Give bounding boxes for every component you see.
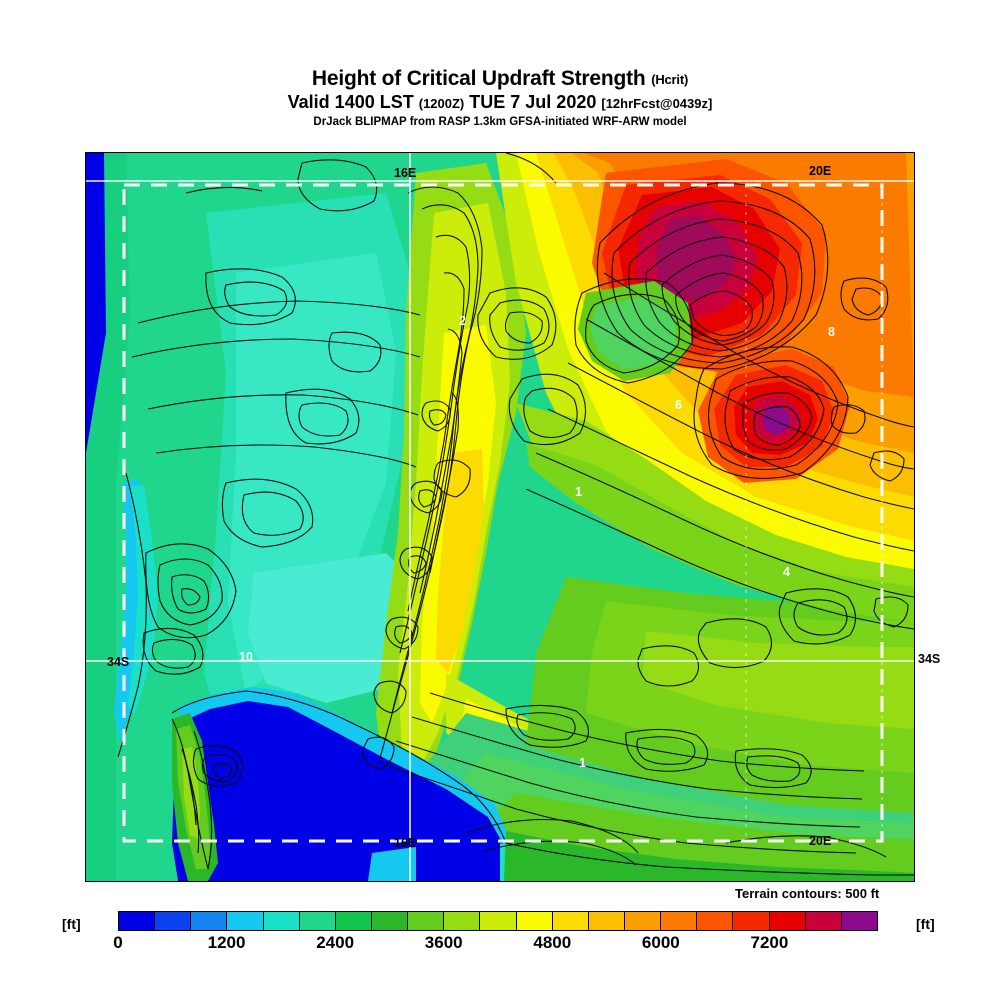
colorbar-segment-13 xyxy=(588,912,625,930)
valid-time-label: Valid 1400 LST xyxy=(287,92,414,113)
title-valid-line: Valid 1400 LST (1200Z) TUE 7 Jul 2020 [1… xyxy=(0,93,1000,112)
colorbar-tick-6000: 6000 xyxy=(641,933,680,952)
colorbar-segment-14 xyxy=(624,912,662,930)
colorbar-segment-3 xyxy=(227,912,264,930)
colorbar-segment-8 xyxy=(408,912,445,930)
title-variable-abbrev: (Hcrit) xyxy=(651,72,689,87)
colorbar-segment-19 xyxy=(805,912,842,930)
colorbar-segment-2 xyxy=(191,912,228,930)
colorbar-segment-4 xyxy=(263,912,300,930)
map-raster xyxy=(86,153,914,881)
title-main-text: Height of Critical Updraft Strength xyxy=(311,67,646,90)
colorbar-segment-11 xyxy=(516,912,553,930)
colorbar-segment-20 xyxy=(841,912,877,930)
forecast-age-label: [12hrFcst@0439z] xyxy=(601,96,713,112)
colorbar-unit-right: [ft] xyxy=(916,916,935,932)
model-source-label: DrJack BLIPMAP from RASP 1.3km GFSA-init… xyxy=(313,115,687,128)
forecast-map[interactable]: 16E 20E 20E 16E 2 1 6 8 4 10 1 xyxy=(85,152,915,882)
colorbar-tick-0: 0 xyxy=(113,933,123,952)
colorbar-segment-18 xyxy=(769,912,806,930)
title-block: Height of Critical Updraft Strength (Hcr… xyxy=(0,0,1000,128)
colorbar-segment-10 xyxy=(480,912,517,930)
colorbar-segment-17 xyxy=(733,912,770,930)
valid-zulu-label: (1200Z) xyxy=(418,96,465,112)
colorbar-segment-5 xyxy=(299,912,336,930)
colorbar-segment-6 xyxy=(335,912,372,930)
lat-label-left-34s: 34S xyxy=(107,655,130,669)
colorbar-segment-1 xyxy=(155,912,192,930)
colorbar-gradient[interactable] xyxy=(118,911,878,931)
colorbar-segment-9 xyxy=(444,912,481,930)
colorbar-segment-12 xyxy=(552,912,589,930)
colorbar-tick-3600: 3600 xyxy=(424,933,463,952)
colorbar-segment-16 xyxy=(697,912,734,930)
colorbar-tick-4800: 4800 xyxy=(533,933,572,952)
colorbar-unit-left: [ft] xyxy=(62,916,81,932)
colorbar-segment-15 xyxy=(661,912,698,930)
colorbar-tick-7200: 7200 xyxy=(750,933,789,952)
lat-label-right-34s: 34S xyxy=(918,652,941,666)
colorbar-tick-2400: 2400 xyxy=(316,933,355,952)
colorbar-tick-labels: 0 1200 2400 3600 4800 6000 7200 xyxy=(113,933,878,959)
page-title: Height of Critical Updraft Strength (Hcr… xyxy=(0,67,1000,90)
colorbar-tick-1200: 1200 xyxy=(207,933,246,952)
valid-date-label: TUE 7 Jul 2020 xyxy=(469,92,597,113)
colorbar-legend: [ft] 0 1200 2400 3600 4800 6000 7200 [ft] xyxy=(0,906,1000,966)
colorbar-segment-7 xyxy=(371,912,409,930)
terrain-contour-note: Terrain contours: 500 ft xyxy=(735,886,880,901)
colorbar-segment-0 xyxy=(119,912,156,930)
